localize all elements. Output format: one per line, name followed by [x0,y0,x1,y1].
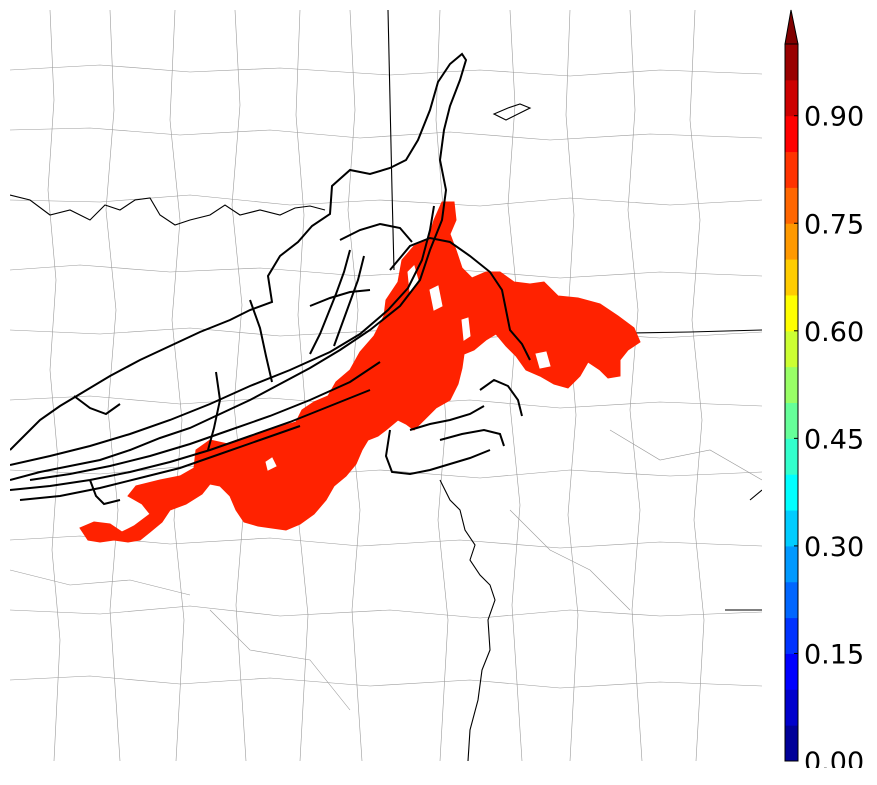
colorbar-segment [785,438,798,475]
colorbar-tick-label: 0.45 [804,424,864,455]
colorbar-tick-label: 0.15 [804,639,864,670]
colorbar-segment [785,725,798,762]
colorbar-segment [785,115,798,153]
colorbar-segment [785,510,798,547]
colorbar-segment [785,294,798,332]
state-boundaries [10,10,762,761]
colorbar-tick-label: 0.90 [804,102,864,133]
colorbar-segment [785,474,798,511]
colorbar-segment [785,151,798,188]
colorbar-segment [785,581,798,619]
colorbar-segment [785,545,798,583]
colorbar-segment [785,653,798,690]
colorbar-segment [785,223,798,260]
colorbar-segment [785,402,798,439]
colorbar-tick-label: 0.75 [804,209,864,240]
colorbar-segments [785,44,798,762]
colorbar-tick-label: 0.30 [804,532,864,563]
colorbar-extend-arrow [784,9,799,45]
colorbar-tick-label: 0.60 [804,317,864,348]
colorbar-tick-label: 0.00 [804,747,864,768]
colorbar: 0.00 0.15 0.30 0.45 0.60 0.75 0.90 [784,9,864,768]
colorbar-segment [785,366,798,403]
colorbar-segment [785,79,798,117]
colorbar-ticks: 0.00 0.15 0.30 0.45 0.60 0.75 0.90 [794,102,864,768]
map-panel [10,10,762,761]
colorbar-segment [785,689,798,726]
forecast-contour-lines [10,52,531,506]
colorbar-segment [785,330,798,368]
colorbar-segment [785,187,798,224]
colorbar-segment [785,44,798,81]
colorbar-segment [785,259,798,296]
colorbar-frame [784,43,799,762]
colorbar-segment [785,617,798,654]
